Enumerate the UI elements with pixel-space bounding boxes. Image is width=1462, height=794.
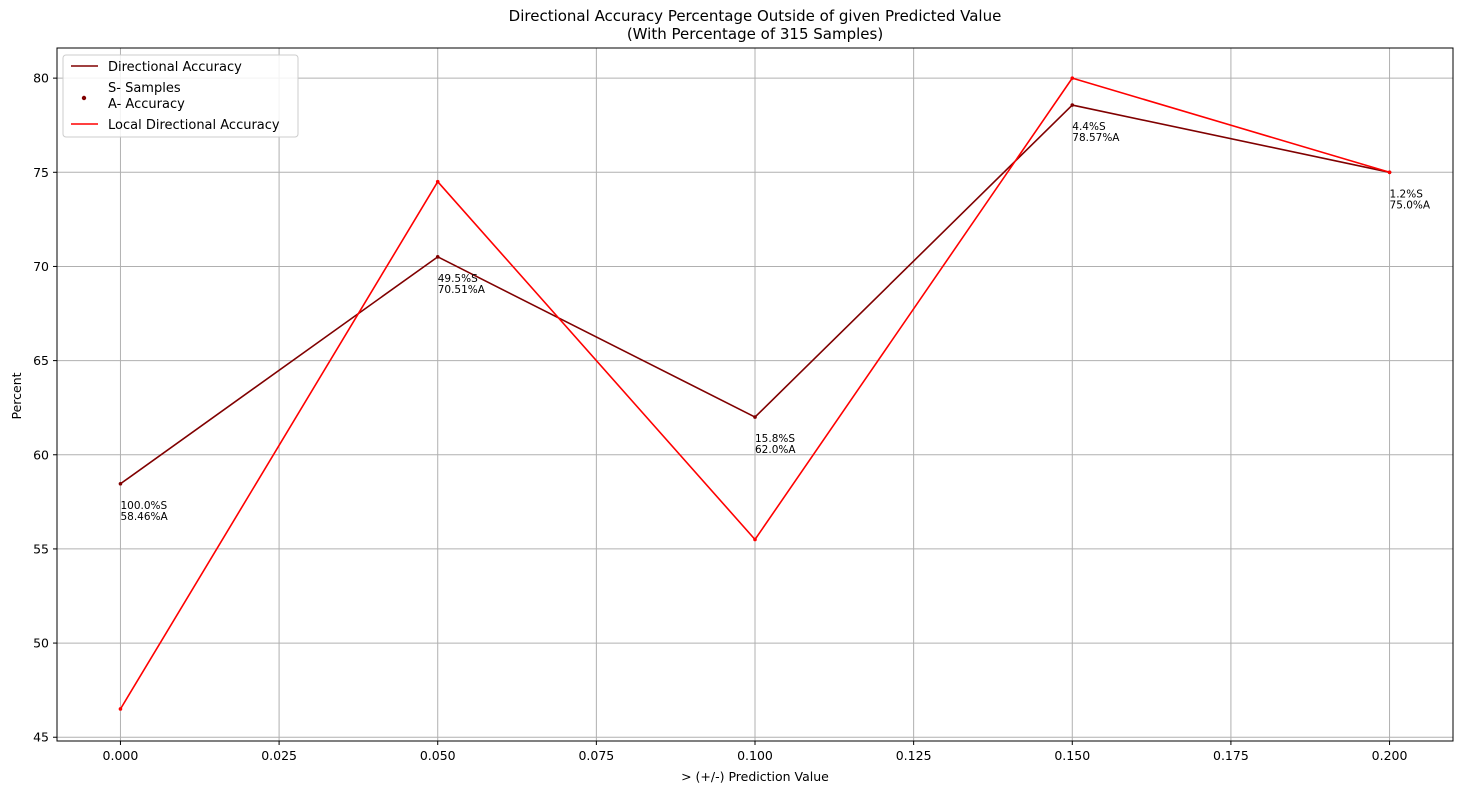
annotation-label: 58.46%A — [120, 511, 168, 523]
legend-label-local-directional-accuracy: Local Directional Accuracy — [108, 118, 280, 133]
y-tick-label: 65 — [33, 353, 49, 368]
y-tick-label: 80 — [33, 71, 49, 86]
x-axis-label: > (+/-) Prediction Value — [681, 769, 829, 784]
annotation-label: 1.2%S — [1390, 188, 1424, 200]
annotation-label: 62.0%A — [755, 444, 796, 456]
y-tick-label: 50 — [33, 636, 49, 651]
data-point-local-directional-accuracy — [753, 537, 757, 542]
y-axis-label: Percent — [9, 372, 24, 419]
annotation-label: 4.4%S — [1072, 121, 1106, 133]
y-tick-label: 60 — [33, 447, 49, 462]
annotation-label: 78.57%A — [1072, 132, 1120, 144]
x-tick-label: 0.075 — [578, 748, 614, 763]
data-point-directional-accuracy — [118, 481, 123, 486]
plot-series — [118, 76, 1392, 711]
data-point-directional-accuracy — [435, 255, 440, 259]
legend-label-directional-accuracy: Directional Accuracy — [108, 60, 242, 75]
x-tick-label: 0.200 — [1372, 748, 1408, 763]
x-tick-label: 0.175 — [1213, 748, 1249, 763]
x-tick-label: 0.050 — [420, 748, 456, 763]
x-tick-label: 0.000 — [103, 748, 139, 763]
y-tick-label: 55 — [33, 541, 49, 556]
x-tick-label: 0.025 — [261, 748, 297, 763]
x-tick-label: 0.100 — [737, 748, 773, 763]
data-point-local-directional-accuracy — [1387, 170, 1392, 175]
annotation-label: 75.0%A — [1390, 199, 1431, 211]
annotation-label: 100.0%S — [120, 500, 167, 512]
data-point-local-directional-accuracy — [1070, 76, 1075, 80]
chart-title: Directional Accuracy Percentage Outside … — [509, 7, 1002, 25]
plot-frame — [56, 47, 1454, 742]
y-tick-label: 70 — [33, 259, 49, 274]
legend-label-samples: S- Samples — [108, 81, 181, 96]
annotation-label: 15.8%S — [755, 433, 795, 445]
x-tick-label: 0.125 — [896, 748, 932, 763]
annotation-label: 49.5%S — [438, 273, 478, 285]
annotation-label: 70.51%A — [438, 284, 486, 296]
y-tick-label: 75 — [33, 165, 49, 180]
legend-label-accuracy: A- Accuracy — [108, 97, 185, 112]
x-tick-label: 0.150 — [1054, 748, 1090, 763]
data-point-directional-accuracy — [753, 415, 757, 419]
point-annotations: 100.0%S58.46%A 49.5%S70.51%A 15.8%S62.0%A 4… — [120, 121, 1430, 523]
axis-ticks: 0.000 0.025 0.050 0.075 0.100 0.125 0.150 0.175… — [33, 71, 1407, 763]
chart-subtitle: (With Percentage of 315 Samples) — [627, 25, 883, 43]
legend: Directional Accuracy S- Samples A- Accur… — [62, 54, 299, 138]
data-point-local-directional-accuracy — [118, 707, 123, 711]
legend-swatch-markers — [81, 95, 87, 101]
y-tick-label: 45 — [33, 730, 49, 745]
data-point-local-directional-accuracy — [435, 179, 440, 184]
data-point-directional-accuracy — [1070, 103, 1075, 107]
legend-frame — [62, 54, 299, 138]
grid-lines — [57, 48, 1453, 741]
